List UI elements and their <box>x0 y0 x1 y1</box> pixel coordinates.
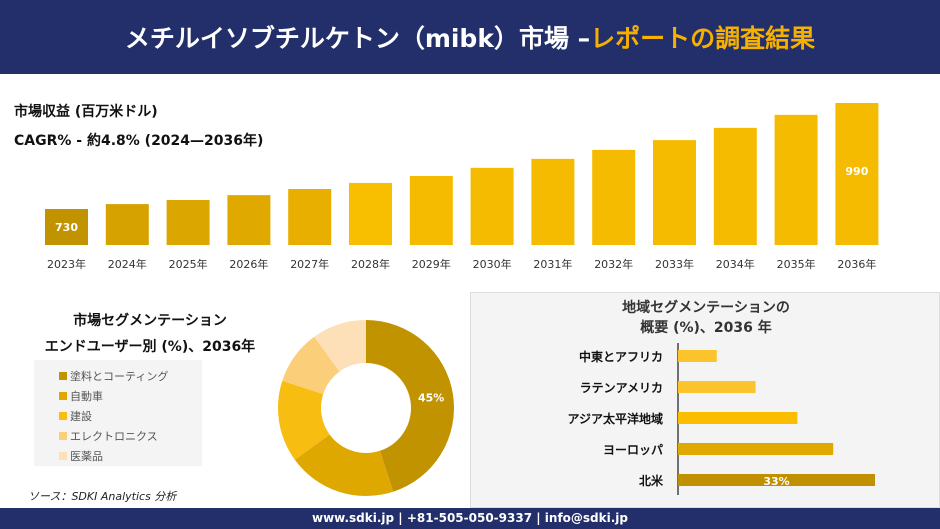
revenue-bar <box>470 167 514 245</box>
revenue-bar <box>105 204 149 245</box>
slice-label: 45% <box>418 392 444 405</box>
year-tick-label: 2023年 <box>47 257 86 271</box>
legend-item: エレクトロニクス <box>59 426 202 446</box>
year-tick-label: 2029年 <box>412 257 451 271</box>
region-label: ラテンアメリカ <box>580 381 663 395</box>
region-label: ヨーロッパ <box>603 443 663 457</box>
legend-swatch <box>59 392 67 400</box>
revenue-bar-chart: 2023年 730 2024年 2025年 2026年 2027年 2028年 2029年 20… <box>45 103 879 271</box>
pie-title-1: 市場セグメンテーション <box>73 313 227 329</box>
legend-label: 自動車 <box>70 390 103 403</box>
bar-value-label: 730 <box>55 221 78 234</box>
year-tick-label: 2024年 <box>108 257 147 271</box>
donut-slice <box>278 380 330 460</box>
revenue-bar <box>835 103 879 245</box>
region-label: アジア太平洋地域 <box>567 411 663 426</box>
legend-swatch <box>59 372 67 380</box>
region-label: 中東とアフリカ <box>579 349 663 364</box>
year-tick-label: 2025年 <box>169 257 208 271</box>
revenue-bar <box>166 200 210 245</box>
legend-label: 建設 <box>70 410 92 423</box>
year-tick-label: 2034年 <box>716 257 755 271</box>
footer-contact: www.sdki.jp | +81-505-050-9337 | info@sd… <box>0 508 940 529</box>
revenue-bar <box>288 189 332 245</box>
region-panel: 地域セグメンテーションの 概要 (%)、2036 年 中東とアフリカ ラテンアメリ… <box>470 292 940 508</box>
region-bar <box>678 474 875 486</box>
bar-value-label: 990 <box>845 165 868 178</box>
revenue-bar <box>409 175 453 245</box>
year-tick-label: 2032年 <box>594 257 633 271</box>
donut-slice <box>294 434 394 496</box>
legend-label: 医薬品 <box>70 450 103 463</box>
region-bar <box>678 443 834 455</box>
year-tick-label: 2035年 <box>777 257 816 271</box>
end-user-donut: 45% <box>278 320 454 496</box>
region-label: 北米 <box>639 473 664 488</box>
revenue-bar <box>592 149 636 245</box>
year-tick-label: 2031年 <box>533 257 572 271</box>
legend-label: 塗料とコーティング <box>70 370 169 383</box>
legend-swatch <box>59 432 67 440</box>
donut-slice <box>314 320 366 372</box>
end-user-panel: 市場セグメンテーション エンドユーザー別 (%)、2036年 塗料とコーティング… <box>0 292 468 508</box>
revenue-bar <box>653 140 696 245</box>
donut-slice <box>282 336 340 395</box>
title-banner: メチルイソブチルケトン（mibk）市場 – レポートの調査結果 <box>0 0 940 74</box>
revenue-label: 市場収益 (百万米ドル) <box>14 104 158 120</box>
legend-item: 自動車 <box>59 386 202 406</box>
year-tick-label: 2036年 <box>837 257 876 271</box>
title-accent: レポートの調査結果 <box>590 24 816 53</box>
revenue-bar <box>45 209 88 245</box>
legend-label: エレクトロニクス <box>70 430 158 443</box>
pie-title-2: エンドユーザー別 (%)、2036年 <box>44 339 256 355</box>
revenue-bar <box>349 182 392 245</box>
year-tick-label: 2033年 <box>655 257 694 271</box>
revenue-bar <box>713 127 757 245</box>
legend-item: 建設 <box>59 406 202 426</box>
cagr-label: CAGR% - 約4.8% (2024—2036年) <box>14 133 264 149</box>
pie-legend: 塗料とコーティング 自動車建設エレクトロニクス 医薬品 <box>34 360 202 466</box>
year-tick-label: 2030年 <box>473 257 512 271</box>
donut-slice <box>366 320 454 492</box>
year-tick-label: 2028年 <box>351 257 390 271</box>
legend-item: 医薬品 <box>59 446 202 466</box>
region-bar <box>678 412 798 424</box>
region-title-2: 概要 (%)、2036 年 <box>640 320 772 336</box>
legend-swatch <box>59 452 67 460</box>
revenue-bar <box>227 195 271 245</box>
revenue-bar <box>774 114 818 245</box>
year-tick-label: 2027年 <box>290 257 329 271</box>
year-tick-label: 2026年 <box>229 257 268 271</box>
region-bar <box>678 350 717 362</box>
source-note: ソース：SDKI Analytics 分析 <box>28 490 177 503</box>
legend-item: 塗料とコーティング <box>59 366 202 386</box>
revenue-bar <box>531 158 575 245</box>
region-title-1: 地域セグメンテーションの <box>622 300 790 316</box>
legend-swatch <box>59 412 67 420</box>
region-value-label: 33% <box>763 475 789 488</box>
region-bar <box>678 381 756 393</box>
title-main: メチルイソブチルケトン（mibk）市場 – <box>124 24 591 53</box>
